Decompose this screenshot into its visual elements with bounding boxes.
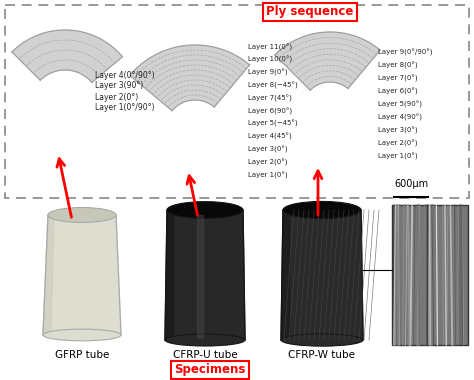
Polygon shape bbox=[165, 210, 173, 340]
Polygon shape bbox=[130, 45, 250, 111]
Polygon shape bbox=[43, 215, 121, 335]
Text: Layer 6(0°): Layer 6(0°) bbox=[378, 87, 418, 95]
Text: Layer 2(0°): Layer 2(0°) bbox=[95, 92, 138, 101]
Text: Layer 11(0°): Layer 11(0°) bbox=[248, 43, 292, 51]
Text: Layer 10(0°): Layer 10(0°) bbox=[248, 56, 292, 63]
Polygon shape bbox=[281, 210, 289, 340]
Ellipse shape bbox=[281, 334, 363, 346]
Text: Layer 4(45°): Layer 4(45°) bbox=[248, 133, 292, 140]
Text: GFRP tube: GFRP tube bbox=[55, 350, 109, 360]
Text: Layer 3(90°): Layer 3(90°) bbox=[95, 81, 143, 90]
Polygon shape bbox=[281, 210, 363, 340]
Text: Specimens: Specimens bbox=[174, 364, 246, 377]
Polygon shape bbox=[275, 32, 380, 90]
Ellipse shape bbox=[165, 334, 245, 346]
Text: Layer 9(0°): Layer 9(0°) bbox=[248, 69, 288, 76]
Text: Layer 9(0°/90°): Layer 9(0°/90°) bbox=[378, 48, 432, 55]
Text: Layer 7(45°): Layer 7(45°) bbox=[248, 95, 292, 102]
Text: Layer 4(0°/90°): Layer 4(0°/90°) bbox=[95, 71, 155, 79]
Bar bbox=[392, 205, 468, 345]
Text: Layer 6(90°): Layer 6(90°) bbox=[248, 108, 292, 115]
Text: Layer 8(0°): Layer 8(0°) bbox=[378, 62, 418, 69]
Text: CFRP-U tube: CFRP-U tube bbox=[173, 350, 237, 360]
Text: Layer 7(0°): Layer 7(0°) bbox=[378, 74, 418, 82]
Polygon shape bbox=[165, 210, 245, 340]
Text: Layer 2(0°): Layer 2(0°) bbox=[248, 158, 288, 166]
Text: Layer 5(−45°): Layer 5(−45°) bbox=[248, 120, 298, 127]
Ellipse shape bbox=[283, 201, 361, 218]
Polygon shape bbox=[197, 215, 203, 338]
Text: Layer 1(0°): Layer 1(0°) bbox=[248, 171, 288, 179]
Text: Layer 4(90°): Layer 4(90°) bbox=[378, 113, 422, 120]
Text: 600μm: 600μm bbox=[394, 179, 428, 189]
Polygon shape bbox=[43, 215, 54, 335]
Text: Layer 3(0°): Layer 3(0°) bbox=[248, 146, 288, 153]
Polygon shape bbox=[12, 30, 122, 82]
Text: Layer 8(−45°): Layer 8(−45°) bbox=[248, 82, 298, 89]
Text: Ply sequence: Ply sequence bbox=[266, 5, 354, 19]
Ellipse shape bbox=[48, 207, 116, 222]
Text: Layer 1(0°): Layer 1(0°) bbox=[378, 152, 418, 160]
Ellipse shape bbox=[43, 329, 121, 341]
Text: Layer 1(0°/90°): Layer 1(0°/90°) bbox=[95, 103, 155, 112]
Text: Layer 5(90°): Layer 5(90°) bbox=[378, 100, 422, 108]
Text: Layer 2(0°): Layer 2(0°) bbox=[378, 139, 418, 147]
Ellipse shape bbox=[167, 202, 243, 218]
Text: CFRP-W tube: CFRP-W tube bbox=[289, 350, 356, 360]
Text: Layer 3(0°): Layer 3(0°) bbox=[378, 127, 418, 134]
